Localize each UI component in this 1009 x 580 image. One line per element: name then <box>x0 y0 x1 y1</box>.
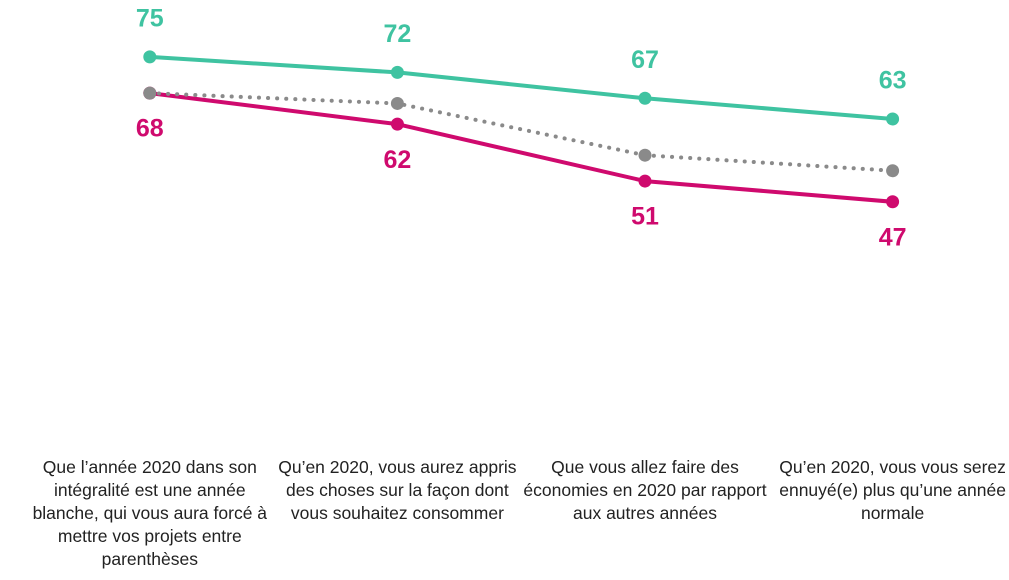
marker <box>886 164 900 178</box>
x-tick-label: Qu’en 2020, vous vous serez ennuyé(e) pl… <box>779 457 1006 523</box>
data-label: 47 <box>879 223 907 251</box>
marker <box>886 195 900 209</box>
series-line <box>147 54 895 121</box>
marker <box>390 117 404 131</box>
data-label: 75 <box>136 4 164 32</box>
marker <box>143 86 157 100</box>
data-label: 68 <box>136 115 164 143</box>
x-tick-label: Que l’année 2020 dans son intégralité es… <box>32 457 268 569</box>
x-tick-label: Qu’en 2020, vous aurez appris des choses… <box>278 457 517 523</box>
marker <box>143 50 157 64</box>
data-label: 62 <box>383 146 411 174</box>
x-tick-label: Que vous allez faire des économies en 20… <box>523 457 767 523</box>
marker <box>638 148 652 162</box>
marker <box>638 91 652 105</box>
series-line <box>147 91 895 204</box>
data-label: 63 <box>879 67 907 95</box>
marker <box>886 112 900 126</box>
data-label: 67 <box>631 46 659 74</box>
marker <box>390 96 404 110</box>
marker <box>638 174 652 188</box>
marker <box>390 65 404 79</box>
data-label: 72 <box>383 20 411 48</box>
series-line <box>147 91 895 173</box>
data-label: 51 <box>631 203 659 231</box>
